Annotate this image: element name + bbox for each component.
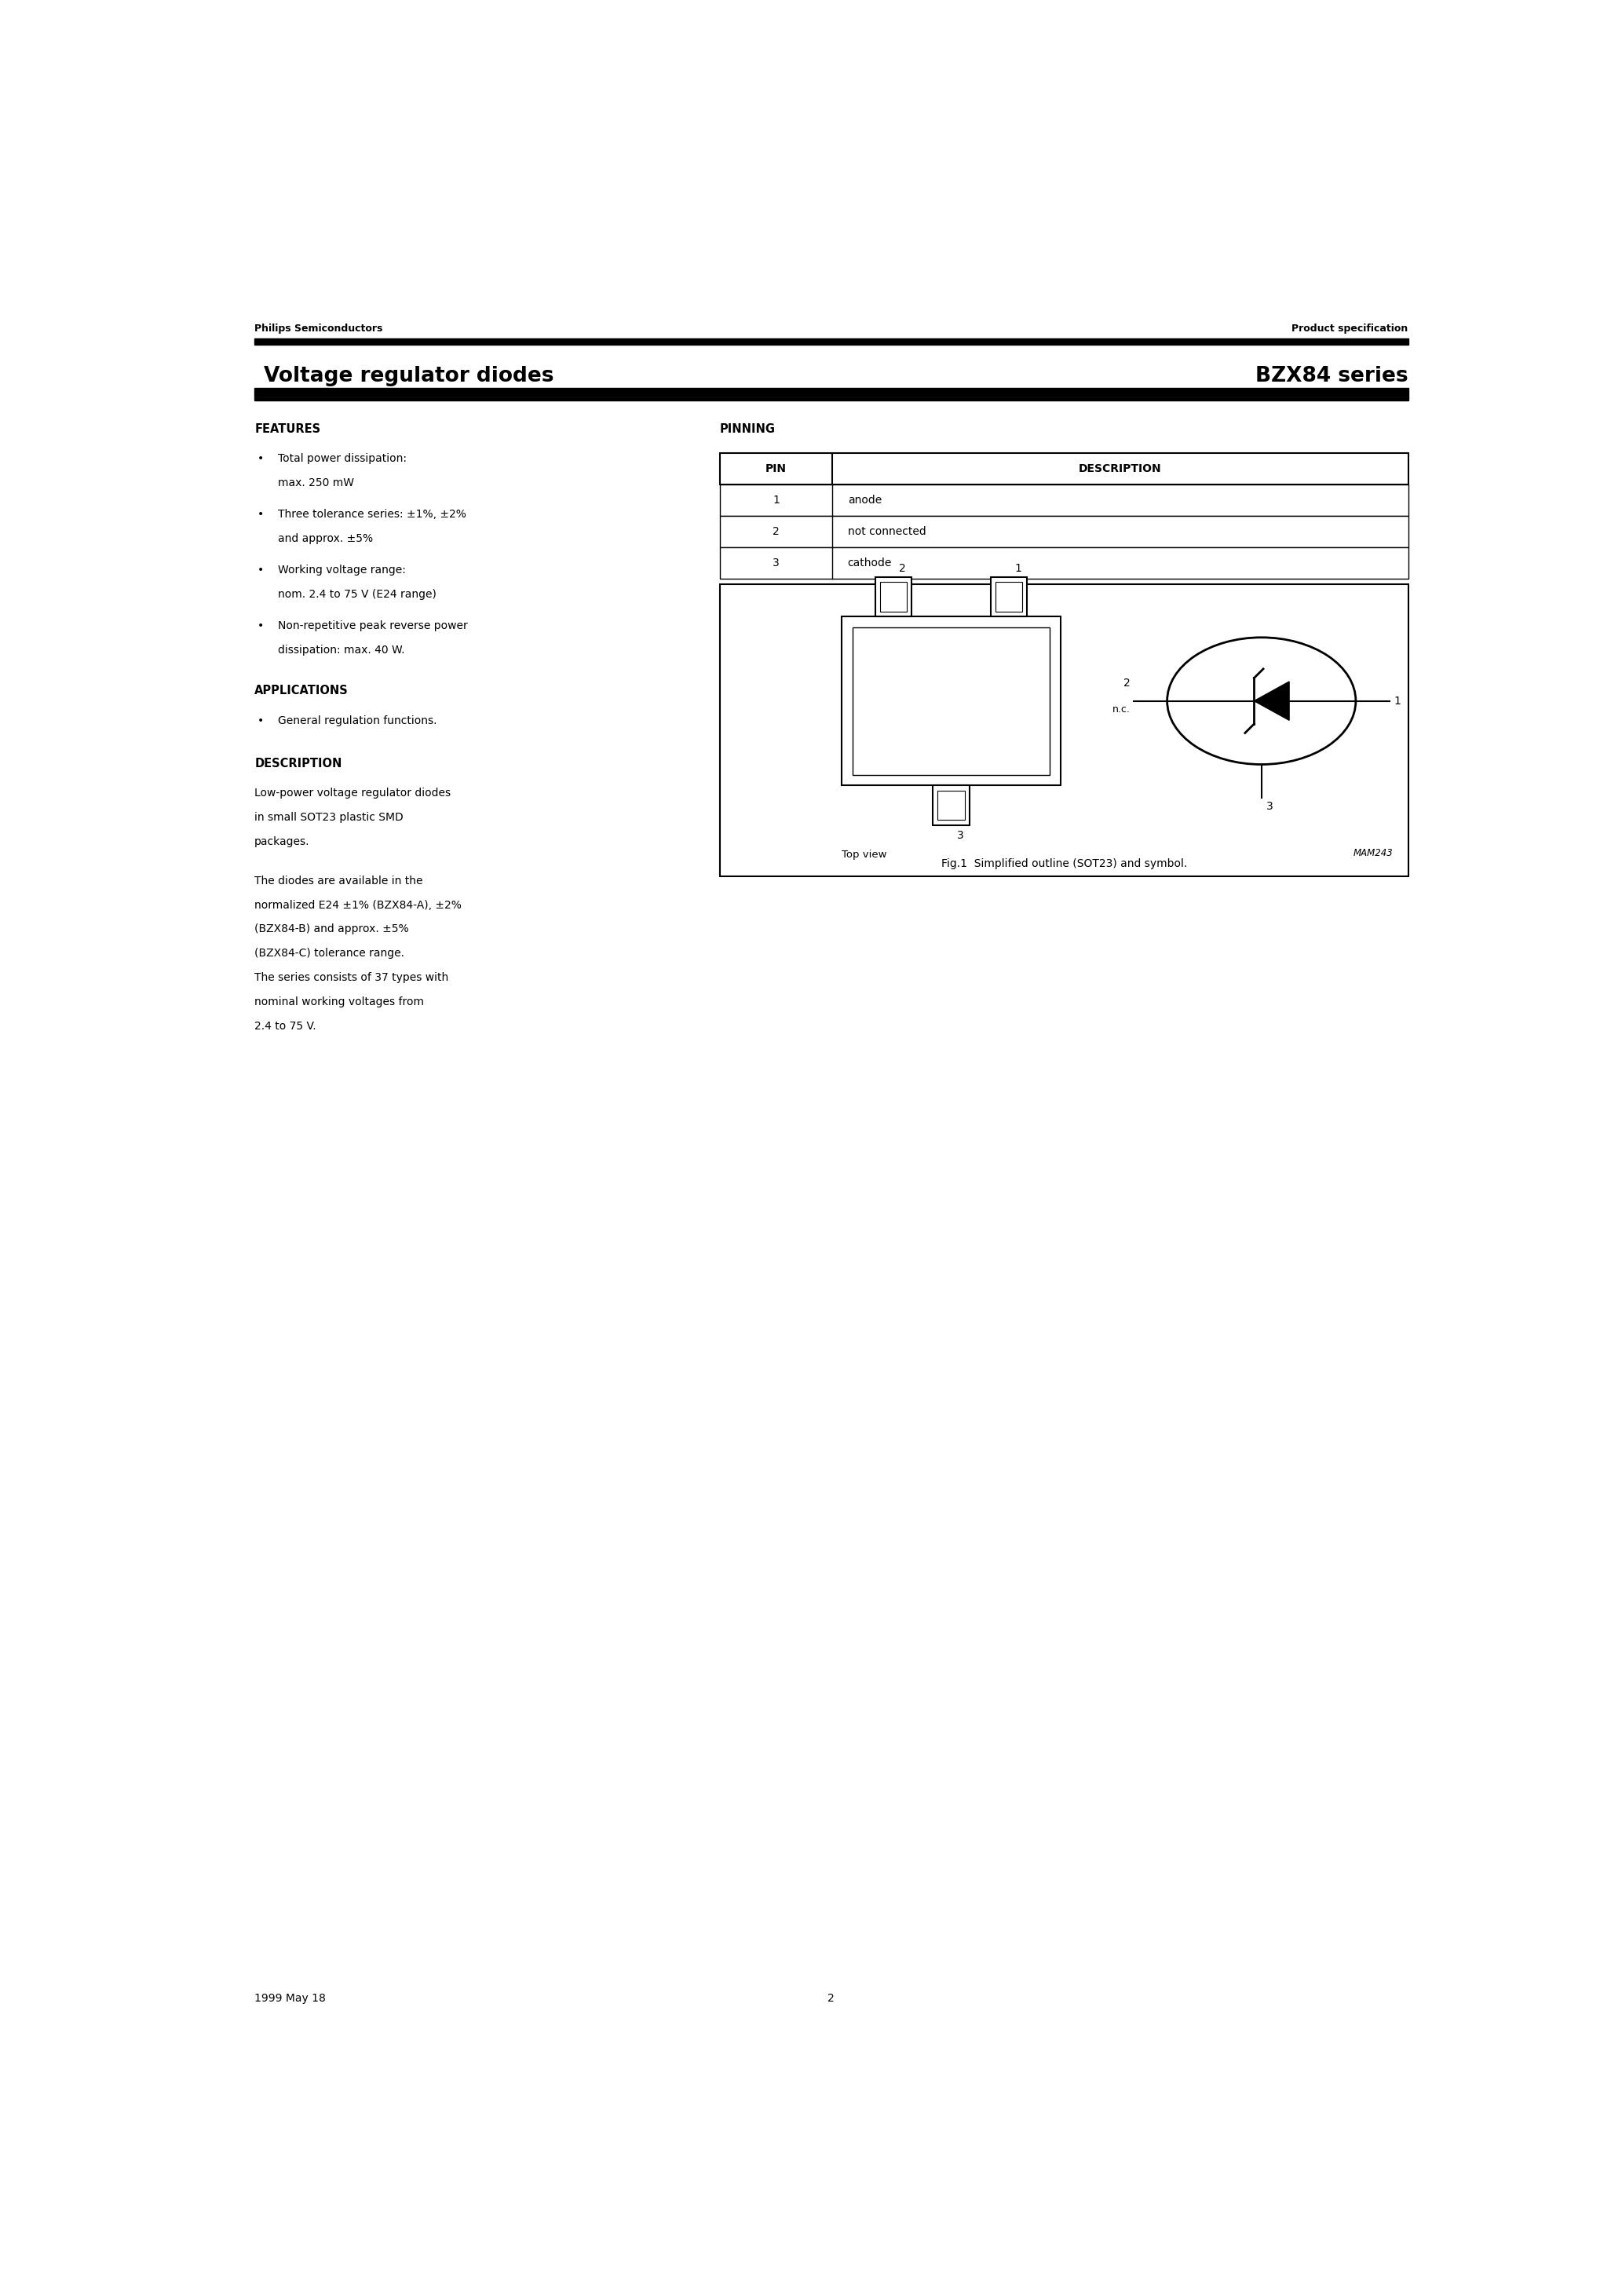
Text: •: • [258, 452, 264, 464]
Bar [853, 627, 1049, 774]
Ellipse shape [1168, 638, 1356, 765]
Text: 2: 2 [772, 526, 780, 537]
Text: 1: 1 [1393, 696, 1401, 707]
Text: 3: 3 [772, 558, 780, 569]
Text: max. 250 mW: max. 250 mW [277, 478, 354, 489]
Text: (BZX84-B) and approx. ±5%: (BZX84-B) and approx. ±5% [255, 923, 409, 934]
Bar [842, 615, 1061, 785]
Text: •: • [258, 510, 264, 519]
Text: Philips Semiconductors: Philips Semiconductors [255, 324, 383, 333]
Text: PINNING: PINNING [720, 422, 775, 434]
Text: 2: 2 [899, 563, 907, 574]
Text: The series consists of 37 types with: The series consists of 37 types with [255, 971, 449, 983]
Bar [876, 576, 912, 615]
Text: in small SOT23 plastic SMD: in small SOT23 plastic SMD [255, 813, 404, 822]
Text: •: • [258, 620, 264, 631]
Text: 3: 3 [957, 829, 963, 840]
Text: 1: 1 [1015, 563, 1022, 574]
Text: Low-power voltage regulator diodes: Low-power voltage regulator diodes [255, 788, 451, 799]
Text: BZX84 series: BZX84 series [1255, 365, 1408, 386]
Polygon shape [1254, 682, 1289, 721]
Text: Fig.1  Simplified outline (SOT23) and symbol.: Fig.1 Simplified outline (SOT23) and sym… [941, 859, 1187, 870]
Text: and approx. ±5%: and approx. ±5% [277, 533, 373, 544]
Text: nom. 2.4 to 75 V (E24 range): nom. 2.4 to 75 V (E24 range) [277, 588, 436, 599]
Text: DESCRIPTION: DESCRIPTION [255, 758, 342, 769]
Text: 2: 2 [827, 1993, 835, 2004]
Bar [720, 583, 1408, 877]
Text: •: • [258, 565, 264, 576]
Text: 2.4 to 75 V.: 2.4 to 75 V. [255, 1019, 316, 1031]
Text: 1999 May 18: 1999 May 18 [255, 1993, 326, 2004]
Text: FEATURES: FEATURES [255, 422, 321, 434]
Text: General regulation functions.: General regulation functions. [277, 714, 436, 726]
Text: n.c.: n.c. [1113, 705, 1131, 714]
Text: Non-repetitive peak reverse power: Non-repetitive peak reverse power [277, 620, 467, 631]
Text: MAM243: MAM243 [1353, 847, 1393, 859]
Text: Voltage regulator diodes: Voltage regulator diodes [264, 365, 553, 386]
Bar [255, 388, 1408, 400]
Text: normalized E24 ±1% (BZX84-A), ±2%: normalized E24 ±1% (BZX84-A), ±2% [255, 900, 462, 912]
Bar [933, 785, 970, 824]
Text: Working voltage range:: Working voltage range: [277, 565, 406, 576]
Text: PIN: PIN [766, 464, 787, 475]
Text: dissipation: max. 40 W.: dissipation: max. 40 W. [277, 645, 404, 654]
Text: •: • [258, 714, 264, 726]
Bar [991, 576, 1027, 615]
Text: anode: anode [848, 496, 882, 505]
Text: Product specification: Product specification [1291, 324, 1408, 333]
Text: nominal working voltages from: nominal working voltages from [255, 996, 423, 1008]
Text: Total power dissipation:: Total power dissipation: [277, 452, 407, 464]
Text: Top view: Top view [842, 850, 887, 859]
Text: 3: 3 [1267, 801, 1273, 813]
Bar [996, 581, 1022, 611]
Text: Three tolerance series: ±1%, ±2%: Three tolerance series: ±1%, ±2% [277, 510, 466, 519]
Text: 1: 1 [772, 496, 780, 505]
Bar [938, 790, 965, 820]
Text: DESCRIPTION: DESCRIPTION [1079, 464, 1161, 475]
Text: not connected: not connected [848, 526, 926, 537]
Bar [720, 517, 1408, 549]
Bar [720, 549, 1408, 579]
Text: cathode: cathode [848, 558, 892, 569]
Bar [720, 452, 1408, 484]
Bar [881, 581, 907, 611]
Text: The diodes are available in the: The diodes are available in the [255, 875, 423, 886]
Bar [720, 484, 1408, 517]
Text: packages.: packages. [255, 836, 310, 847]
Text: APPLICATIONS: APPLICATIONS [255, 684, 349, 696]
Bar [255, 338, 1408, 344]
Text: (BZX84-C) tolerance range.: (BZX84-C) tolerance range. [255, 948, 404, 960]
Text: 2: 2 [1124, 677, 1131, 689]
